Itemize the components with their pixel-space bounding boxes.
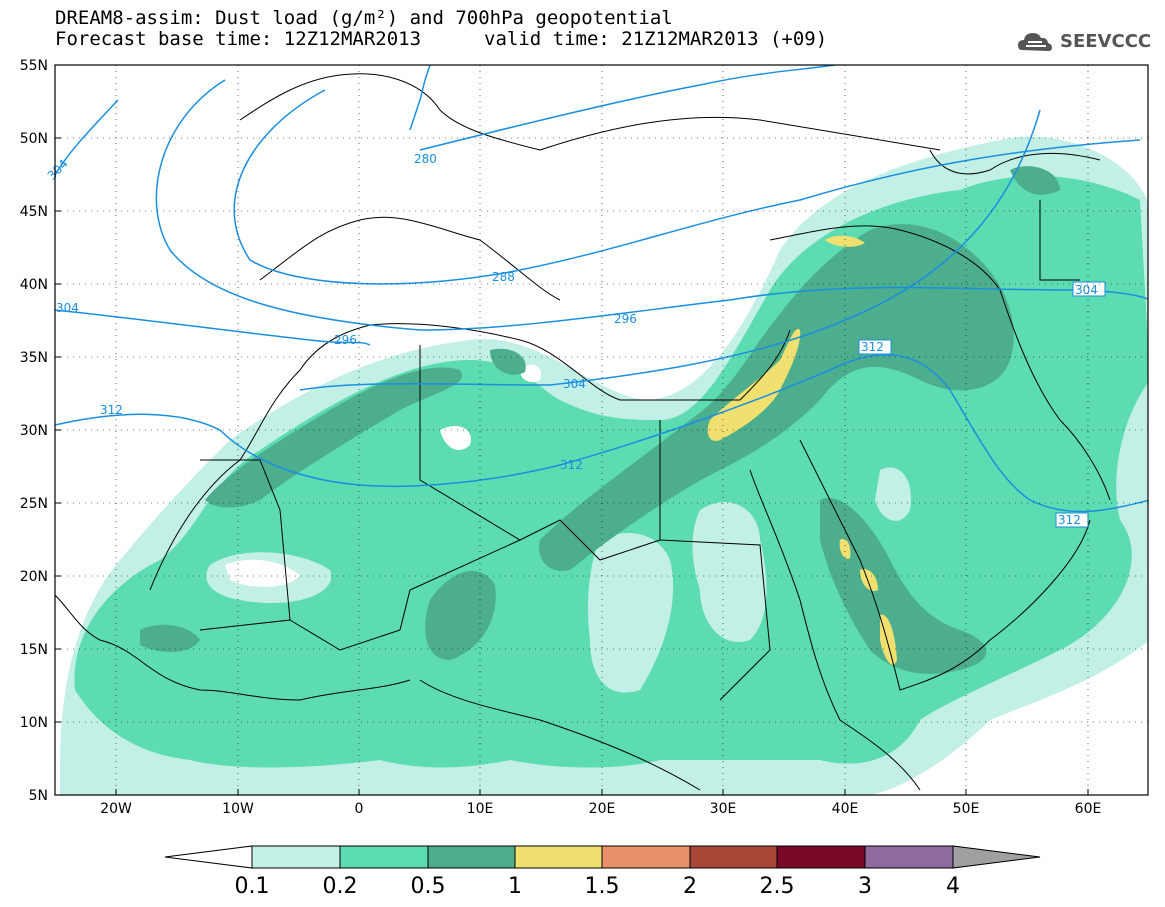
lon-label: 20E bbox=[589, 801, 616, 817]
lat-label: 25N bbox=[20, 496, 48, 512]
contour-label: 304 bbox=[563, 377, 586, 391]
contour-label-boxes bbox=[858, 281, 1106, 528]
lon-label: 30E bbox=[710, 801, 737, 817]
lat-label: 40N bbox=[20, 277, 48, 293]
lat-label: 35N bbox=[20, 350, 48, 366]
contour-label: 312 bbox=[100, 403, 123, 417]
colorbar-cell bbox=[427, 845, 516, 869]
colorbar-high-triangle bbox=[952, 845, 1041, 869]
colorbar-cell bbox=[251, 845, 341, 869]
colorbar-cell bbox=[514, 845, 603, 869]
lat-label: 10N bbox=[20, 715, 48, 731]
lon-label: 10E bbox=[467, 801, 494, 817]
colorbar bbox=[164, 845, 1041, 869]
colorbar-cell bbox=[339, 845, 429, 869]
lon-label: 40E bbox=[832, 801, 859, 817]
lat-label: 15N bbox=[20, 642, 48, 658]
logo-text: SEEVCCC bbox=[1060, 31, 1152, 52]
lon-label: 50E bbox=[953, 801, 980, 817]
colorbar-cell bbox=[776, 845, 866, 869]
map-title: DREAM8-assim: Dust load (g/m²) and 700hP… bbox=[55, 7, 673, 29]
contour-label: 296 bbox=[334, 333, 357, 347]
colorbar-label: 1 bbox=[508, 874, 522, 899]
contour-label: 280 bbox=[414, 152, 437, 166]
geopotential-contours bbox=[55, 65, 1148, 513]
colorbar-cell bbox=[689, 845, 778, 869]
colorbar-cell bbox=[864, 845, 954, 869]
lat-label: 55N bbox=[20, 58, 48, 74]
lat-label: 5N bbox=[29, 788, 48, 804]
graticule bbox=[55, 65, 1148, 795]
contour-label: 288 bbox=[492, 270, 515, 284]
lon-label: 0 bbox=[355, 801, 364, 817]
forecast-base-time: Forecast base time: 12Z12MAR2013 bbox=[55, 28, 422, 50]
colorbar-label: 0.1 bbox=[235, 874, 270, 899]
coastlines bbox=[55, 73, 1111, 791]
colorbar-low-triangle bbox=[164, 845, 253, 869]
lat-label: 20N bbox=[20, 569, 48, 585]
contour-label-box-text: 312 bbox=[1058, 513, 1081, 527]
cloud-icon bbox=[1018, 33, 1052, 51]
colorbar-labels: 0.1 0.2 0.5 1 1.5 2 2.5 3 4 bbox=[235, 874, 961, 899]
lon-label: 20W bbox=[100, 801, 132, 817]
colorbar-label: 0.2 bbox=[323, 874, 358, 899]
contour-label: 296 bbox=[614, 312, 637, 326]
latitude-labels: 55N 50N 45N 40N 35N 30N 25N 20N 15N 10N … bbox=[20, 58, 48, 804]
contour-label: 304 bbox=[1075, 283, 1098, 297]
lon-label: 60E bbox=[1075, 801, 1102, 817]
lon-label: 10W bbox=[222, 801, 254, 817]
longitude-labels: 20W 10W 0 10E 20E 30E 40E 50E 60E bbox=[100, 801, 1101, 817]
colorbar-cell bbox=[601, 845, 691, 869]
colorbar-label: 3 bbox=[858, 874, 872, 899]
contour-label-box-text: 312 bbox=[861, 340, 884, 354]
colorbar-label: 2 bbox=[683, 874, 697, 899]
tick-marks bbox=[55, 137, 1089, 795]
colorbar-label: 0.5 bbox=[411, 874, 446, 899]
colorbar-label: 1.5 bbox=[585, 874, 620, 899]
colorbar-label: 4 bbox=[946, 874, 960, 899]
lat-label: 45N bbox=[20, 204, 48, 220]
lat-label: 50N bbox=[20, 131, 48, 147]
valid-time: valid time: 21Z12MAR2013 (+09) bbox=[484, 28, 828, 50]
contour-label: 304 bbox=[56, 301, 79, 315]
contour-label: 312 bbox=[560, 458, 583, 472]
lat-label: 30N bbox=[20, 423, 48, 439]
colorbar-label: 2.5 bbox=[760, 874, 795, 899]
